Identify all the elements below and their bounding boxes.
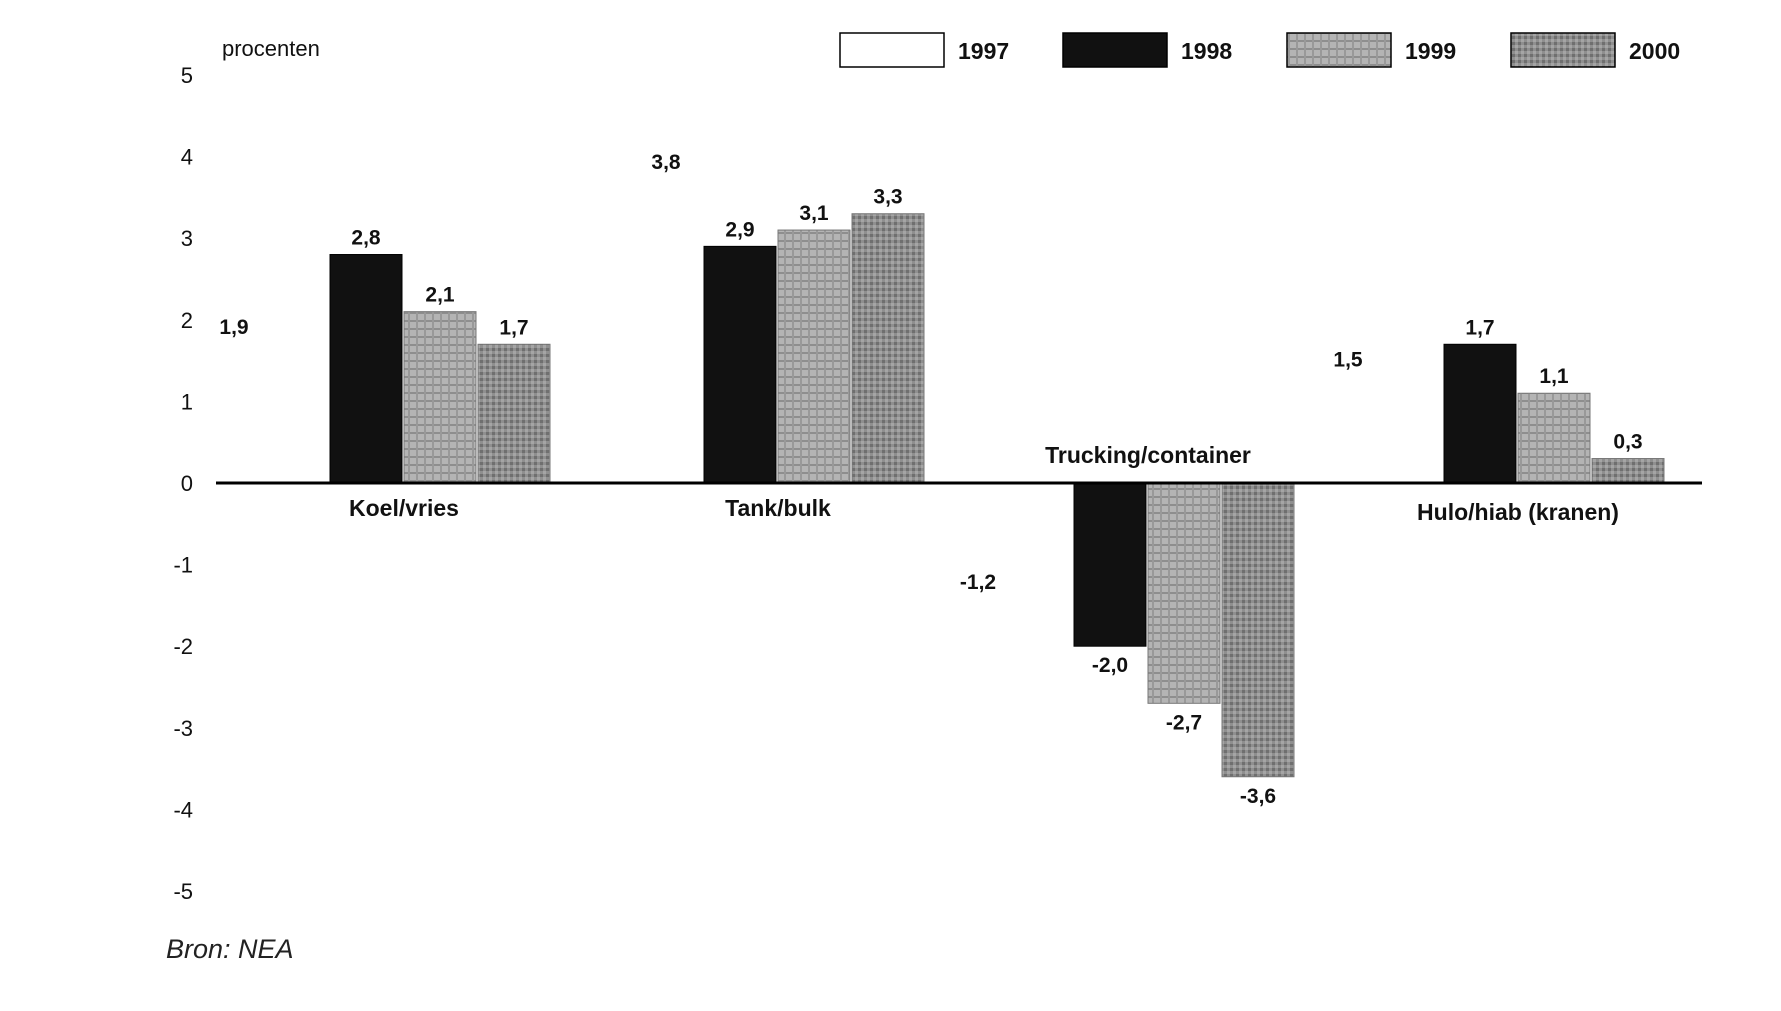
category-label: Hulo/hiab (kranen) (1417, 499, 1619, 525)
category-label: Tank/bulk (725, 495, 831, 521)
y-tick-label: -3 (173, 716, 193, 741)
y-tick-label: 4 (181, 145, 193, 170)
bar-2000-2 (1221, 482, 1295, 778)
y-tick-label: -4 (173, 797, 193, 822)
category-label: Koel/vries (349, 495, 459, 521)
legend-swatch-1997 (839, 32, 945, 68)
value-label-1999-2: -2,7 (1166, 711, 1202, 734)
value-label-2000-1: 3,3 (873, 186, 902, 209)
y-axis-unit-label: procenten (222, 36, 320, 61)
y-tick-label: 2 (181, 308, 193, 333)
value-label-1998-0: 2,8 (351, 227, 381, 250)
y-tick-label: 0 (181, 471, 193, 496)
bar-1999-0 (403, 311, 477, 484)
value-label-1999-0: 2,1 (425, 284, 455, 307)
value-label-1999-1: 3,1 (799, 202, 829, 225)
bar-2000-0 (477, 343, 551, 484)
legend-label-1997: 1997 (958, 38, 1009, 64)
value-label-1997-3: 1,5 (1333, 349, 1363, 372)
y-tick-label: -1 (173, 553, 193, 578)
y-tick-label: 1 (181, 389, 193, 414)
bar-1998-3 (1443, 343, 1517, 484)
value-label-1998-3: 1,7 (1465, 316, 1494, 339)
y-tick-label: -5 (173, 879, 193, 904)
legend-swatch-1999 (1286, 32, 1392, 68)
source-note: Bron: NEA (166, 934, 294, 964)
value-label-2000-2: -3,6 (1240, 785, 1276, 808)
value-label-1998-2: -2,0 (1092, 654, 1128, 677)
y-tick-label: 3 (181, 226, 193, 251)
legend-swatch-1998 (1062, 32, 1168, 68)
bar-2000-1 (851, 213, 925, 484)
value-label-1997-2: -1,2 (960, 571, 996, 594)
y-tick-label: 5 (181, 63, 193, 88)
legend-label-2000: 2000 (1629, 38, 1680, 64)
bar-1999-2 (1147, 482, 1221, 704)
legend-swatch-2000 (1510, 32, 1616, 68)
value-label-2000-3: 0,3 (1613, 431, 1642, 454)
value-label-1997-0: 1,9 (219, 316, 248, 339)
value-label-1997-1: 3,8 (651, 151, 681, 174)
bar-2000-3 (1591, 458, 1665, 484)
bar-1999-3 (1517, 392, 1591, 484)
category-label: Trucking/container (1045, 442, 1251, 468)
y-tick-label: -2 (173, 634, 193, 659)
bar-1999-1 (777, 229, 851, 484)
legend-label-1998: 1998 (1181, 38, 1232, 64)
bar-1998-0 (329, 254, 403, 484)
legend-label-1999: 1999 (1405, 38, 1456, 64)
legend: 1997 1998 1999 2000 (839, 32, 1680, 68)
value-label-1999-3: 1,1 (1539, 365, 1569, 388)
bar-1998-1 (703, 245, 777, 484)
bar-1998-2 (1073, 482, 1147, 647)
value-label-1998-1: 2,9 (725, 218, 754, 241)
value-label-2000-0: 1,7 (499, 316, 528, 339)
